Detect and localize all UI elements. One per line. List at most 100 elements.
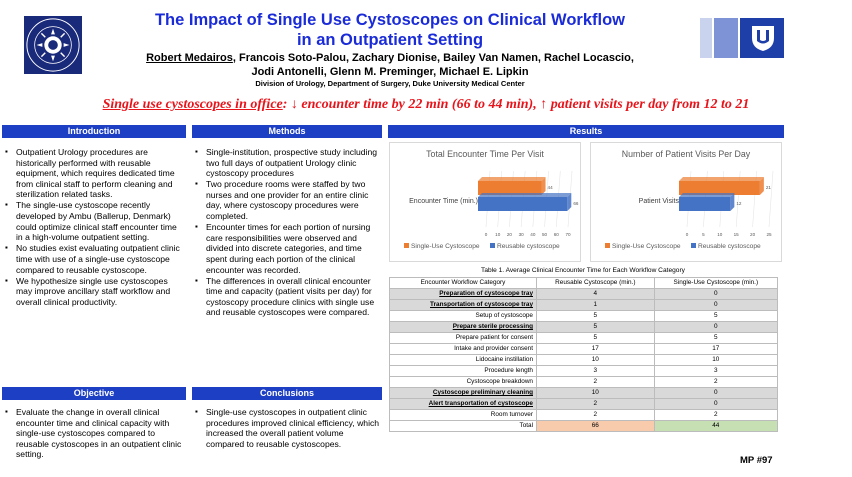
duke-shield-icon (752, 26, 774, 51)
list-item: Two procedure rooms were staffed by two … (195, 179, 380, 221)
legend-label: Single-Use Cystoscope (411, 243, 480, 250)
legend-label: Reusable cystoscope (497, 243, 560, 250)
table-cell-category: Transportation of cystoscope tray (389, 299, 537, 311)
title-line-1: The Impact of Single Use Cystoscopes on … (154, 11, 626, 29)
kidney-stone-center-logo (24, 16, 82, 74)
table-cell-reusable: 17 (536, 343, 655, 355)
table-row: Cystoscope preliminary cleaning 10 0 (389, 387, 779, 399)
table-cell-single-use: 0 (653, 387, 779, 399)
table-row: Transportation of cystoscope tray 1 0 (389, 299, 779, 311)
table-cell-category: Cystoscope preliminary cleaning (389, 387, 537, 399)
table-cell-reusable: 5 (536, 310, 655, 322)
affiliation: Division of Urology, Department of Surge… (255, 79, 525, 88)
bar (478, 197, 568, 211)
x-tick-label: 15 (734, 232, 740, 237)
table-cell-reusable: 5 (536, 321, 655, 333)
data-label: 12 (736, 201, 742, 206)
gridline (768, 170, 774, 228)
bar-top (478, 177, 546, 181)
table-cell-category: Room turnover (389, 409, 537, 421)
bar-side (541, 177, 546, 195)
table-cell-category: Preparation of cystoscope tray (389, 288, 537, 300)
list-item: Outpatient Urology procedures are histor… (5, 147, 184, 200)
table-total-row: Total 66 44 (389, 420, 779, 432)
author-list: Robert Medairos, Francois Soto-Palou, Za… (130, 51, 650, 79)
encounter-time-chart: Total Encounter Time Per Visit 0 10 20 30 40 5… (389, 142, 581, 262)
table-cell-single-use: 3 (653, 365, 779, 377)
methods-heading: Methods (192, 125, 382, 138)
x-tick-label: 20 (507, 232, 513, 237)
table-cell-category: Cystoscope breakdown (389, 376, 537, 388)
table-cell-single-use: 0 (653, 299, 779, 311)
data-label: 66 (573, 201, 579, 206)
duke-logo (700, 18, 784, 62)
x-tick-label: 25 (766, 232, 772, 237)
list-item: The differences in overall clinical enco… (195, 276, 380, 318)
legend-swatch (404, 243, 409, 248)
list-item: Evaluate the change in overall clinical … (5, 407, 184, 460)
table-row: Cystoscope breakdown 2 2 (389, 376, 779, 388)
legend-label: Reusable cystoscope (698, 243, 761, 250)
bar-side (759, 177, 764, 195)
table-cell-single-use: 44 (653, 420, 779, 432)
table-cell-reusable: 2 (536, 376, 655, 388)
table-cell-single-use: 5 (653, 332, 779, 344)
list-item: No studies exist evaluating outpatient c… (5, 243, 184, 275)
table-cell-category: Total (389, 420, 537, 432)
table-cell-single-use: 10 (653, 354, 779, 366)
conclusions-section: Single-use cystoscopes in outpatient cli… (192, 407, 380, 450)
x-tick-label: 10 (495, 232, 501, 237)
objective-section: Evaluate the change in overall clinical … (2, 407, 184, 460)
list-item: Single-use cystoscopes in outpatient cli… (195, 407, 380, 449)
x-tick-label: 30 (519, 232, 525, 237)
table-cell-single-use: 0 (653, 288, 779, 300)
table-header-row: Encounter Workflow Category Reusable Cys… (389, 277, 779, 289)
objective-heading: Objective (2, 387, 186, 400)
table-cell-reusable: 10 (536, 354, 655, 366)
introduction-section: Outpatient Urology procedures are histor… (2, 147, 184, 308)
table-cell-category: Procedure length (389, 365, 537, 377)
chart-title: Number of Patient Visits Per Day (622, 149, 751, 159)
key-finding-headline: Single use cystoscopes in office: ↓ enco… (60, 97, 792, 113)
table-row: Lidocaine instillation 10 10 (389, 354, 779, 366)
headline-label: Single use cystoscopes in office (102, 97, 283, 112)
bar (679, 197, 731, 211)
table-row: Prepare sterile processing 5 0 (389, 321, 779, 333)
column-header: Single-Use Cystoscope (min.) (653, 277, 779, 289)
list-item: We hypothesize single use cystoscopes ma… (5, 276, 184, 308)
x-tick-label: 70 (565, 232, 571, 237)
table-cell-single-use: 0 (653, 321, 779, 333)
table-row: Intake and provider consent 17 17 (389, 343, 779, 355)
title-line-2: in an Outpatient Setting (296, 31, 484, 49)
introduction-heading: Introduction (2, 125, 186, 138)
table-cell-reusable: 1 (536, 299, 655, 311)
table-cell-reusable: 3 (536, 365, 655, 377)
list-item: Single-institution, prospective study in… (195, 147, 380, 179)
results-heading: Results (388, 125, 784, 138)
data-label: 21 (766, 185, 772, 190)
authors-line-2: Jodi Antonelli, Glenn M. Preminger, Mich… (251, 66, 529, 78)
table-cell-single-use: 0 (653, 398, 779, 410)
x-tick-label: 5 (702, 232, 705, 237)
table-cell-category: Intake and provider consent (389, 343, 537, 355)
table-cell-category: Alert transportation of cystoscope (389, 398, 537, 410)
table-cell-reusable: 4 (536, 288, 655, 300)
list-item: Encounter times for each portion of nurs… (195, 222, 380, 275)
legend-swatch (490, 243, 495, 248)
bar-top (679, 177, 764, 181)
table-row: Alert transportation of cystoscope 2 0 (389, 398, 779, 410)
presenting-author: Robert Medairos (146, 52, 233, 64)
poster-id: MP #97 (740, 455, 773, 466)
table-row: Preparation of cystoscope tray 4 0 (389, 288, 779, 300)
bar-side (730, 193, 735, 211)
table-cell-single-use: 5 (653, 310, 779, 322)
table-cell-reusable: 10 (536, 387, 655, 399)
x-tick-label: 0 (686, 232, 689, 237)
table-cell-category: Prepare patient for consent (389, 332, 537, 344)
table-cell-single-use: 2 (653, 409, 779, 421)
chart-title: Total Encounter Time Per Visit (426, 149, 544, 159)
table-caption: Table 1. Average Clinical Encounter Time… (481, 267, 685, 274)
encounter-time-chart-svg: Total Encounter Time Per Visit 0 10 20 30 40 5… (404, 149, 579, 250)
bar-side (567, 193, 572, 211)
table-cell-single-use: 2 (653, 376, 779, 388)
